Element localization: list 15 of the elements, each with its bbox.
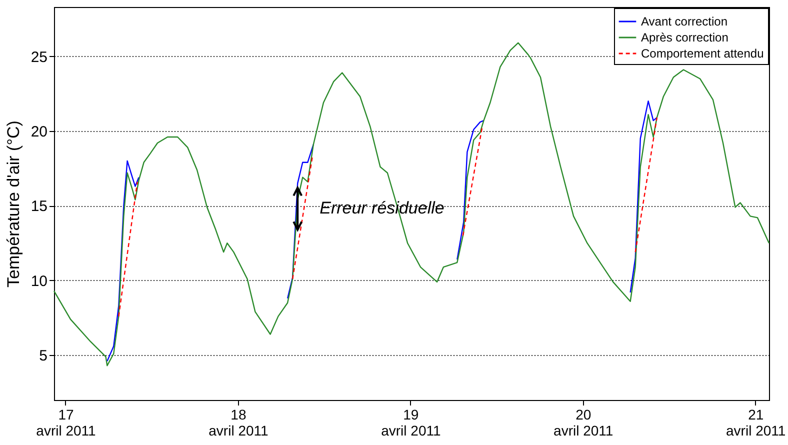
y-tick-label: 15 [30,198,48,216]
x-tick-label: 17 avril 2011 [36,406,96,438]
y-tick-label: 5 [39,348,48,365]
legend-label: Avant correction [641,14,728,28]
x-tick-label: 18 avril 2011 [208,406,268,438]
legend-label: Après correction [641,30,728,44]
x-tick-label: 20 avril 2011 [554,406,614,438]
x-tick-label: 19 avril 2011 [381,406,441,438]
legend-label: Comportement attendu [641,46,764,60]
y-tick-label: 20 [30,124,48,141]
y-tick-label: 25 [30,48,48,66]
y-axis-title: Température d'air (°C) [4,120,23,288]
y-tick-label: 10 [30,272,48,290]
x-tick-label: 21 avril 2011 [726,406,786,438]
line-series [53,42,770,366]
